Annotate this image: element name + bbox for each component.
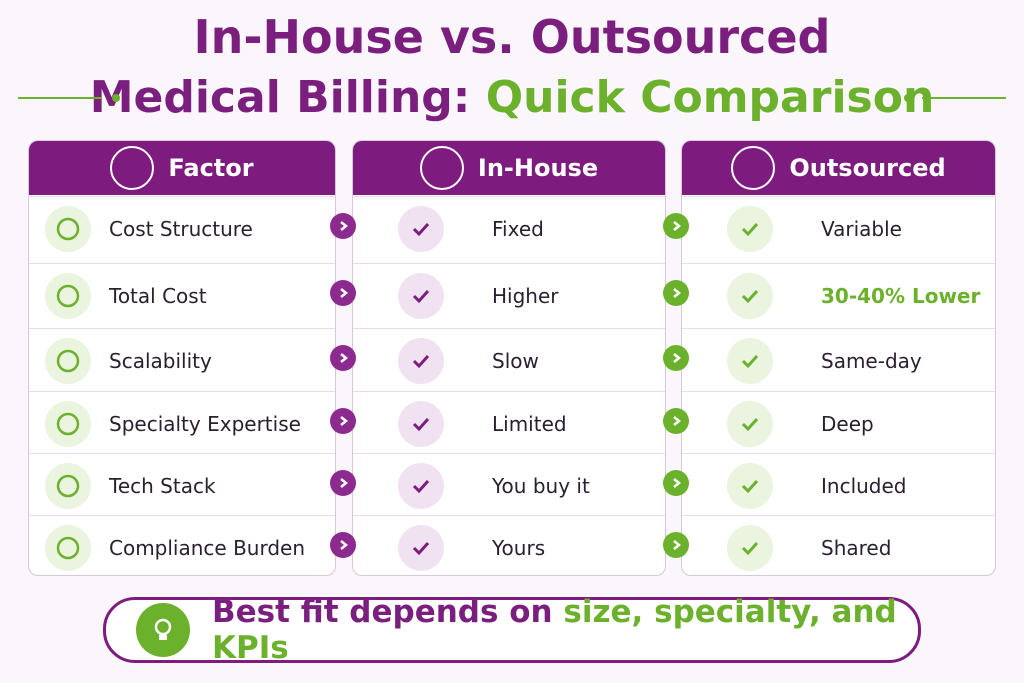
cell-text: Included — [821, 473, 907, 498]
cell-text: Scalability — [109, 348, 212, 373]
row: Specialty Expertise — [29, 391, 335, 455]
title-main: Medical Billing: — [89, 72, 471, 123]
row: Included — [682, 453, 995, 517]
arrow-icon — [330, 345, 356, 371]
row: Same-day — [682, 328, 995, 392]
row: Higher — [353, 263, 665, 327]
cell-text: Yours — [492, 535, 546, 560]
row: You buy it — [353, 453, 665, 517]
arrow-icon — [330, 213, 356, 239]
title-line2: Medical Billing: Quick Comparison — [0, 72, 1024, 123]
cell-text: Deep — [821, 411, 874, 436]
cell-text: 30-40% Lower — [821, 283, 981, 308]
cell-text: Variable — [821, 216, 902, 241]
bulb-icon — [136, 603, 190, 657]
row: Deep — [682, 391, 995, 455]
factor-icon — [45, 272, 91, 319]
check-icon — [398, 462, 444, 509]
row: 30-40% Lower — [682, 263, 995, 327]
row: Shared — [682, 515, 995, 575]
arrow-icon — [663, 280, 689, 306]
check-icon — [727, 272, 773, 319]
factor-icon — [45, 400, 91, 447]
factor-icon — [45, 462, 91, 509]
cell-text: Fixed — [492, 216, 544, 241]
cell-text: Cost Structure — [109, 216, 253, 241]
row: Total Cost — [29, 263, 335, 327]
check-icon — [398, 272, 444, 319]
arrow-icon — [330, 408, 356, 434]
row: Fixed — [353, 196, 665, 260]
column: In-House Fixed Higher Slow Limited You buy it… — [352, 140, 666, 576]
cell-text: Specialty Expertise — [109, 411, 301, 436]
cell-text: Shared — [821, 535, 892, 560]
factor-icon — [45, 337, 91, 384]
check-icon — [398, 205, 444, 252]
row: Limited — [353, 391, 665, 455]
footer-pill: Best fit depends on size, specialty, and… — [103, 594, 921, 666]
column-header: Factor — [29, 141, 335, 195]
check-icon — [727, 400, 773, 447]
title-line1: In-House vs. Outsourced — [193, 10, 831, 64]
header-label: Outsourced — [789, 154, 946, 182]
footer-accent: size, specialty, and KPIs — [212, 594, 897, 666]
check-icon — [398, 337, 444, 384]
factor-icon — [45, 205, 91, 252]
row: Yours — [353, 515, 665, 575]
cell-text: You buy it — [492, 473, 590, 498]
header-label: Factor — [168, 154, 254, 182]
column: Outsourced Variable 30-40% Lower Same-day De… — [681, 140, 996, 576]
check-icon — [398, 400, 444, 447]
row: Variable — [682, 196, 995, 260]
row: Cost Structure — [29, 196, 335, 260]
title-rules — [18, 94, 1006, 102]
arrow-icon — [330, 470, 356, 496]
row: Tech Stack — [29, 453, 335, 517]
header-icon — [731, 146, 776, 190]
footer-main: Best fit depends on — [212, 594, 553, 630]
cell-text: Total Cost — [109, 283, 207, 308]
column-header: In-House — [353, 141, 665, 195]
cell-text: Limited — [492, 411, 567, 436]
header-label: In-House — [477, 154, 599, 182]
column-header: Outsourced — [682, 141, 995, 195]
cell-text: Same-day — [821, 348, 922, 373]
check-icon — [398, 524, 444, 571]
check-icon — [727, 205, 773, 252]
row: Slow — [353, 328, 665, 392]
check-icon — [727, 462, 773, 509]
cell-text: Higher — [492, 283, 559, 308]
footer-text: Best fit depends on size, specialty, and… — [212, 594, 918, 666]
factor-icon — [45, 524, 91, 571]
arrow-icon — [663, 408, 689, 434]
row: Compliance Burden — [29, 515, 335, 575]
arrow-icon — [663, 213, 689, 239]
arrow-icon — [663, 345, 689, 371]
cell-text: Compliance Burden — [109, 535, 306, 560]
title-accent: Quick Comparison — [485, 72, 935, 123]
cell-text: Tech Stack — [109, 473, 216, 498]
arrow-icon — [330, 532, 356, 558]
check-icon — [727, 337, 773, 384]
header-icon — [110, 146, 155, 190]
column: Factor Cost Structure Total Cost Scalabilit… — [28, 140, 336, 576]
arrow-icon — [663, 470, 689, 496]
arrow-icon — [330, 280, 356, 306]
header-icon — [419, 146, 464, 190]
arrow-icon — [663, 532, 689, 558]
cell-text: Slow — [492, 348, 539, 373]
check-icon — [727, 524, 773, 571]
row: Scalability — [29, 328, 335, 392]
